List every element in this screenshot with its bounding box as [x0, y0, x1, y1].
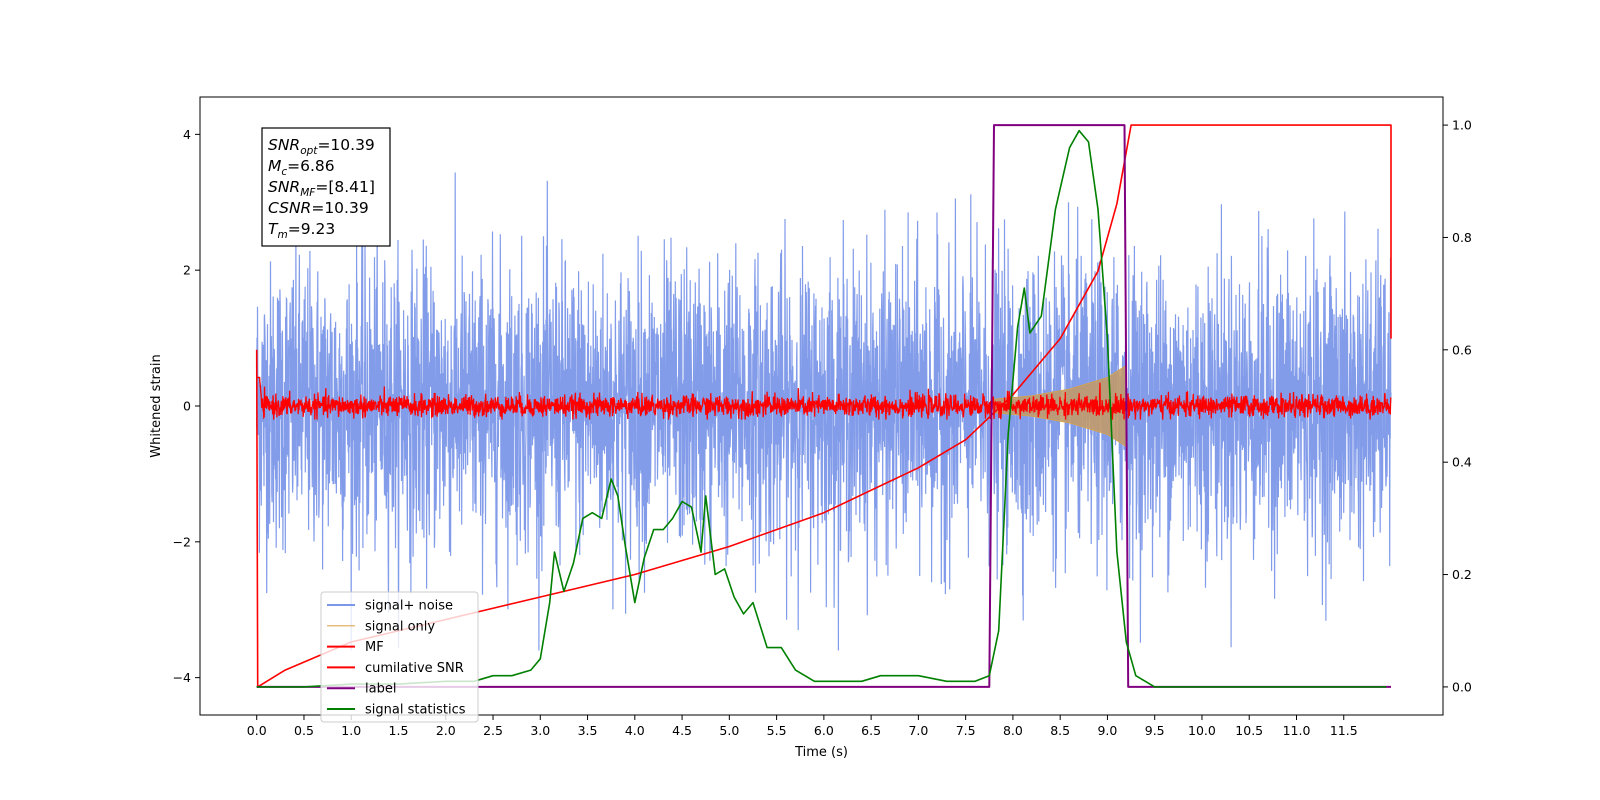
stat-line: SNRopt=10.39 — [268, 136, 375, 157]
x-tick-label: 6.5 — [861, 723, 881, 738]
legend-label: signal only — [365, 619, 435, 634]
stat-subscript: c — [281, 166, 287, 178]
x-tick-label: 10.5 — [1235, 723, 1263, 738]
x-tick-label: 1.5 — [389, 723, 409, 738]
x-tick-label: 5.0 — [719, 723, 739, 738]
y-tick-label: −2 — [173, 534, 191, 549]
stat-subscript: MF — [300, 187, 316, 199]
x-tick-label: 5.5 — [767, 723, 787, 738]
mf-line — [256, 376, 1392, 420]
legend-label: signal+ noise — [365, 599, 453, 614]
x-tick-label: 0.5 — [294, 723, 314, 738]
y2-tick-label: 0.6 — [1452, 342, 1472, 357]
stat-symbol: CSNR — [268, 199, 311, 217]
stat-symbol: M — [268, 157, 281, 175]
x-tick-label: 3.0 — [530, 723, 550, 738]
stat-value: =9.23 — [288, 220, 336, 238]
y2-tick-label: 1.0 — [1452, 118, 1472, 133]
stat-value: =6.86 — [287, 157, 335, 175]
y2-tick-label: 0.0 — [1452, 679, 1472, 694]
stat-value: =[8.41] — [315, 178, 375, 196]
x-axis-label: Time (s) — [794, 745, 848, 760]
stat-line: Mc=6.86 — [268, 157, 335, 178]
stats-box: SNRopt=10.39Mc=6.86SNRMF=[8.41]CSNR=10.3… — [261, 127, 391, 247]
x-tick-label: 2.0 — [436, 723, 456, 738]
legend-label: label — [365, 682, 396, 697]
x-tick-label: 10.0 — [1188, 723, 1216, 738]
stat-subscript: m — [277, 229, 287, 241]
y-tick-label: −4 — [173, 670, 191, 685]
x-tick-label: 4.5 — [672, 723, 692, 738]
x-tick-label: 2.5 — [483, 723, 503, 738]
x-tick-label: 11.0 — [1283, 723, 1311, 738]
y2-tick-label: 0.2 — [1452, 567, 1472, 582]
x-tick-label: 7.5 — [956, 723, 976, 738]
stats-box-frame — [261, 127, 391, 247]
y-tick-label: 0 — [183, 399, 191, 414]
legend-label: cumilative SNR — [365, 661, 464, 676]
y-axis-label: Whitened strain — [149, 354, 164, 457]
y-tick-label: 4 — [183, 127, 191, 142]
y-tick-label: 2 — [183, 263, 191, 278]
x-tick-label: 8.5 — [1050, 723, 1070, 738]
series-mf — [256, 376, 1392, 420]
x-tick-label: 7.0 — [908, 723, 928, 738]
legend: signal+ noise signal only MF cumilative SNR… — [320, 591, 479, 723]
x-tick-label: 1.0 — [341, 723, 361, 738]
stat-line: CSNR=10.39 — [268, 199, 369, 217]
stat-line: Tm=9.23 — [268, 220, 335, 241]
x-tick-label: 9.5 — [1145, 723, 1165, 738]
y2-tick-label: 0.8 — [1452, 230, 1472, 245]
stat-symbol: SNR — [268, 136, 300, 154]
stat-subscript: opt — [300, 145, 318, 157]
stat-symbol: T — [268, 220, 279, 238]
stat-value: =10.39 — [311, 199, 368, 217]
x-tick-label: 4.0 — [625, 723, 645, 738]
x-tick-label: 8.0 — [1003, 723, 1023, 738]
legend-label: signal statistics — [365, 703, 466, 718]
x-tick-label: 0.0 — [247, 723, 267, 738]
x-tick-label: 11.5 — [1330, 723, 1358, 738]
x-tick-label: 9.0 — [1097, 723, 1117, 738]
signal-statistics-line — [256, 129, 1387, 688]
axes: 0.0 0.5 1.0 1.5 2.0 2.5 3.0 3.5 4.0 4.5 5.0 5.5 6.0 6… — [149, 96, 1472, 760]
legend-frame — [320, 591, 479, 723]
x-tick-label: 3.5 — [578, 723, 598, 738]
legend-label: MF — [365, 640, 384, 655]
stat-line: SNRMF=[8.41] — [268, 178, 375, 199]
y2-tick-label: 0.4 — [1452, 455, 1472, 470]
x-tick-label: 6.0 — [814, 723, 834, 738]
stat-symbol: SNR — [268, 178, 300, 196]
stat-value: =10.39 — [317, 136, 374, 154]
